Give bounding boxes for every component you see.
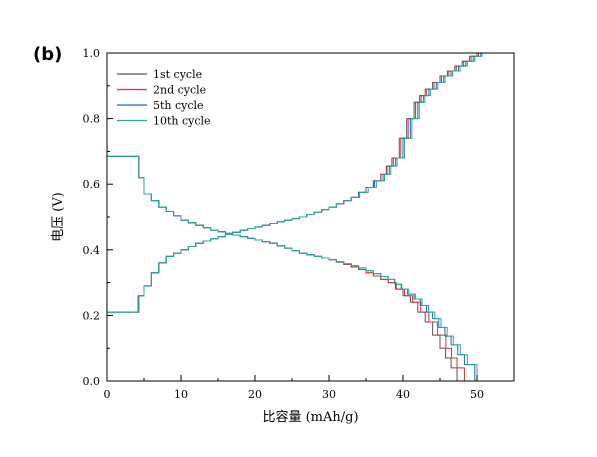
- y-tick-label: 1.0: [83, 47, 101, 60]
- series-line-5th-cycle-discharge: [107, 155, 476, 381]
- x-tick-label: 0: [104, 388, 111, 401]
- legend-label: 5th cycle: [153, 99, 204, 112]
- y-tick-label: 0.6: [83, 178, 101, 191]
- y-tick-label: 0.4: [83, 244, 101, 257]
- series-line-10th-cycle-discharge: [107, 155, 478, 381]
- x-axis-label: 比容量 (mAh/g): [262, 409, 358, 425]
- x-tick-label: 40: [396, 388, 410, 401]
- x-tick-label: 30: [322, 388, 336, 401]
- legend-label: 1st cycle: [153, 68, 202, 81]
- series-line-10th-cycle-charge: [107, 53, 483, 313]
- plot-series: [107, 53, 483, 381]
- x-tick-label: 20: [248, 388, 262, 401]
- legend-label: 10th cycle: [153, 115, 211, 128]
- y-tick-label: 0.8: [83, 113, 101, 126]
- y-axis: 0.0 0.2 0.4 0.6 0.8 1.0: [83, 47, 113, 388]
- x-tick-label: 50: [470, 388, 484, 401]
- series-line-1st-cycle-discharge: [107, 155, 458, 381]
- x-axis: 0 10 20 30 40 50: [104, 375, 515, 401]
- y-tick-label: 0.2: [83, 309, 101, 322]
- y-axis-label: 电压 (V): [51, 192, 66, 242]
- x-tick-label: 10: [174, 388, 188, 401]
- panel-label: (b): [33, 44, 62, 65]
- y-tick-label: 0.0: [83, 375, 101, 388]
- legend: 1st cycle 2nd cycle 5th cycle 10th cycle: [117, 68, 211, 128]
- legend-label: 2nd cycle: [153, 84, 206, 97]
- series-line-2nd-cycle-discharge: [107, 155, 465, 381]
